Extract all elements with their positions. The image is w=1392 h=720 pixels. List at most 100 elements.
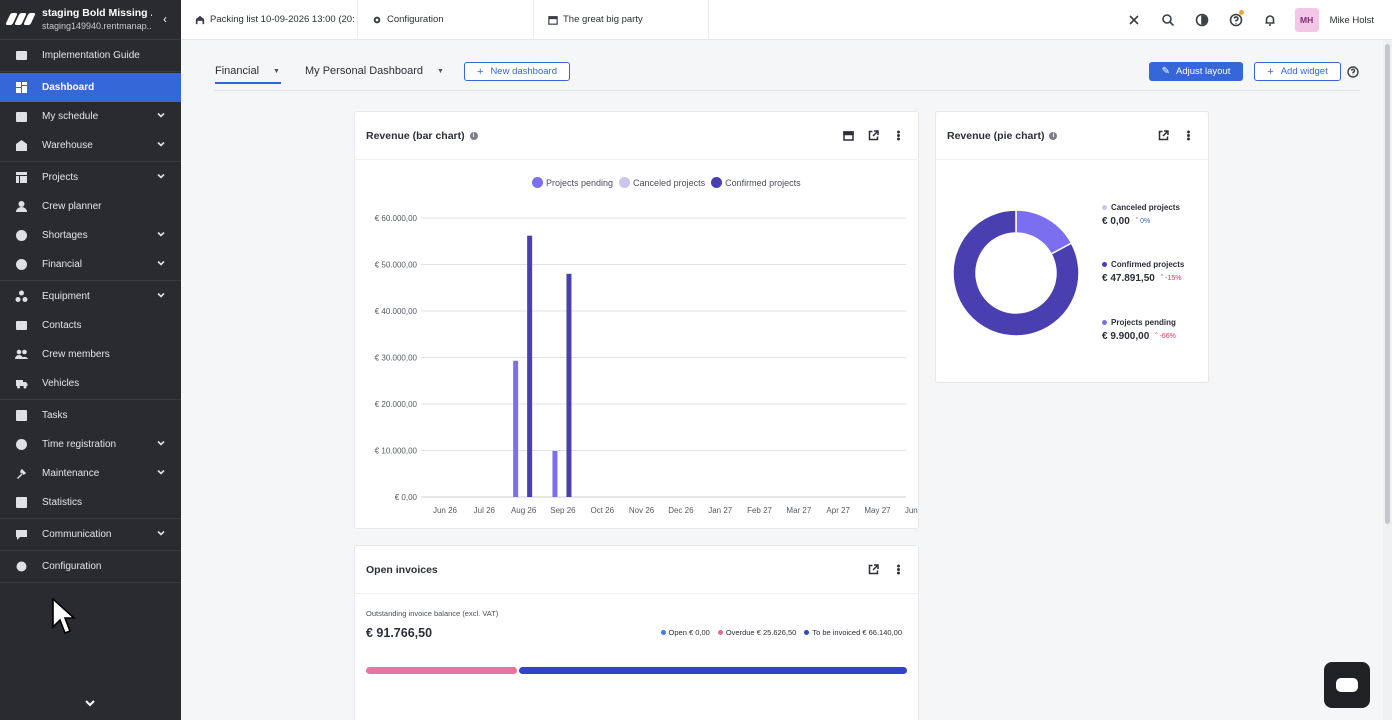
bar-confirmed-projects[interactable] [527, 235, 533, 498]
tab-configuration[interactable]: Configuration [358, 0, 534, 40]
sidebar-item-equipment[interactable]: Equipment [0, 282, 181, 311]
chevron-down-icon[interactable] [157, 529, 165, 537]
pie-legend-item[interactable]: Projects pending € 9.900,00 ˆ -66% [1102, 318, 1176, 342]
invoice-bar-segment[interactable] [366, 667, 517, 674]
open-external-icon[interactable] [868, 564, 879, 575]
legend-change: ˆ -15% [1161, 275, 1182, 282]
sidebar-item-crew-planner[interactable]: Crew planner [0, 192, 181, 221]
more-vertical-icon[interactable] [1183, 130, 1194, 141]
scrollbar-thumb[interactable] [1385, 44, 1390, 524]
tab-my-personal-dashboard[interactable]: My Personal Dashboard ▼ [305, 65, 444, 77]
add-widget-button[interactable]: + Add widget [1254, 62, 1341, 81]
revenue-bar-chart-card: Revenue (bar chart) i Projects pending Ca… [354, 111, 920, 529]
chat-button[interactable] [1324, 662, 1370, 708]
help-icon[interactable] [1219, 0, 1253, 40]
sidebar-item-label: Crew members [42, 349, 110, 360]
bar-projects-pending[interactable] [552, 450, 558, 497]
communication-icon [14, 528, 28, 542]
bar-confirmed-projects[interactable] [566, 273, 572, 497]
legend-item[interactable]: Confirmed projects [711, 177, 801, 188]
theme-icon[interactable] [1185, 0, 1219, 40]
sidebar-group: Tasks Time registration Maintenance Statist… [0, 400, 181, 519]
sidebar-item-maintenance[interactable]: Maintenance [0, 459, 181, 488]
tab-financial[interactable]: Financial ▼ [215, 65, 281, 84]
invoice-total: € 91.766,50 [366, 626, 433, 640]
sidebar-item-my-schedule[interactable]: My schedule [0, 102, 181, 131]
more-vertical-icon[interactable] [893, 564, 904, 575]
sidebar-item-label: Warehouse [42, 140, 93, 151]
pie-slice-confirmed-projects[interactable] [952, 209, 1080, 337]
pie-legend-item[interactable]: Canceled projects € 0,00 ˆ 0% [1102, 203, 1180, 227]
chevron-down-icon[interactable] [157, 439, 165, 447]
invoice-bar-segment[interactable] [518, 667, 907, 674]
chevron-down-icon[interactable] [157, 140, 165, 148]
tab-label: Configuration [387, 14, 444, 25]
sidebar-item-shortages[interactable]: Shortages [0, 221, 181, 250]
legend-value: € 0,00 [688, 628, 710, 637]
sidebar-item-communication[interactable]: Communication [0, 520, 181, 549]
sidebar-item-warehouse[interactable]: Warehouse [0, 131, 181, 160]
info-icon[interactable]: i [469, 131, 478, 140]
account-switcher[interactable]: staging Bold Missing ... staging149940.r… [0, 0, 181, 40]
close-icon[interactable] [1117, 0, 1151, 40]
sidebar-item-configuration[interactable]: Configuration [0, 552, 181, 581]
plus-icon: + [1267, 65, 1274, 78]
legend-label: Projects pending [546, 177, 614, 188]
sidebar-item-projects[interactable]: Projects [0, 163, 181, 192]
caret-down-icon[interactable]: ▼ [437, 67, 444, 75]
legend-item[interactable]: Projects pending [532, 177, 613, 188]
change-value: -66% [1159, 333, 1176, 340]
help-icon[interactable] [1347, 65, 1359, 78]
chevron-down-icon[interactable] [157, 111, 165, 119]
x-tick-label: Aug 26 [511, 506, 537, 515]
gear-icon [14, 560, 28, 574]
avatar[interactable]: MH [1294, 8, 1319, 32]
sidebar-item-financial[interactable]: Financial [0, 250, 181, 279]
collapse-sidebar-icon[interactable]: ‹ [163, 12, 167, 26]
bar-projects-pending[interactable] [513, 360, 519, 497]
open-external-icon[interactable] [868, 130, 879, 141]
calendar-icon[interactable] [843, 130, 854, 141]
sidebar-item-dashboard[interactable]: Dashboard [0, 73, 181, 102]
chevron-down-icon[interactable] [157, 291, 165, 299]
tab-packing-list[interactable]: Packing list 10-09-2026 13:00 (20: [181, 0, 358, 40]
chevron-down-icon[interactable] [157, 468, 165, 476]
sidebar-item-vehicles[interactable]: Vehicles [0, 369, 181, 398]
chevron-down-icon[interactable] [84, 696, 96, 714]
sidebar-item-tasks[interactable]: Tasks [0, 401, 181, 430]
search-icon[interactable] [1151, 0, 1185, 40]
legend-swatch [1102, 262, 1107, 267]
legend-swatch [717, 630, 723, 635]
sidebar-group: Equipment Contacts Crew members Vehicles [0, 281, 181, 400]
dashboard-icon [14, 81, 28, 95]
sidebar-item-crew-members[interactable]: Crew members [0, 340, 181, 369]
legend-label: Canceled projects [633, 177, 706, 188]
bell-icon[interactable] [1253, 0, 1287, 40]
chevron-down-icon[interactable] [157, 259, 165, 267]
rentman-logo-icon [5, 12, 36, 27]
more-vertical-icon[interactable] [893, 130, 904, 141]
trend-arrow-icon: ˆ [1155, 333, 1160, 340]
adjust-layout-button[interactable]: ✎ Adjust layout [1149, 62, 1243, 81]
sidebar-item-statistics[interactable]: Statistics [0, 488, 181, 517]
new-dashboard-button[interactable]: + New dashboard [464, 62, 570, 81]
info-icon[interactable]: i [1049, 131, 1058, 140]
tab-great-big-party[interactable]: The great big party [534, 0, 709, 40]
sidebar-item-time-registration[interactable]: Time registration [0, 430, 181, 459]
caret-down-icon[interactable]: ▼ [273, 67, 280, 75]
invoice-legend-item: Overdue € 25.626,50 [717, 628, 796, 637]
sidebar-item-implementation-guide[interactable]: Implementation Guide [0, 41, 181, 70]
chevron-down-icon[interactable] [157, 230, 165, 238]
sidebar-group: Implementation Guide [0, 40, 181, 72]
legend-label: Confirmed projects [1111, 260, 1185, 269]
pie-legend-item[interactable]: Confirmed projects € 47.891,50 ˆ -15% [1102, 260, 1184, 284]
x-tick-label: Oct 26 [590, 506, 614, 515]
sidebar-group: Configuration [0, 551, 181, 583]
user-name[interactable]: Mike Holst [1329, 14, 1374, 26]
legend-item[interactable]: Canceled projects [619, 177, 705, 188]
chevron-down-icon[interactable] [157, 172, 165, 180]
open-external-icon[interactable] [1158, 130, 1169, 141]
sidebar-item-contacts[interactable]: Contacts [0, 311, 181, 340]
y-tick-label: € 30.000,00 [375, 354, 418, 363]
legend-swatch [711, 177, 723, 188]
